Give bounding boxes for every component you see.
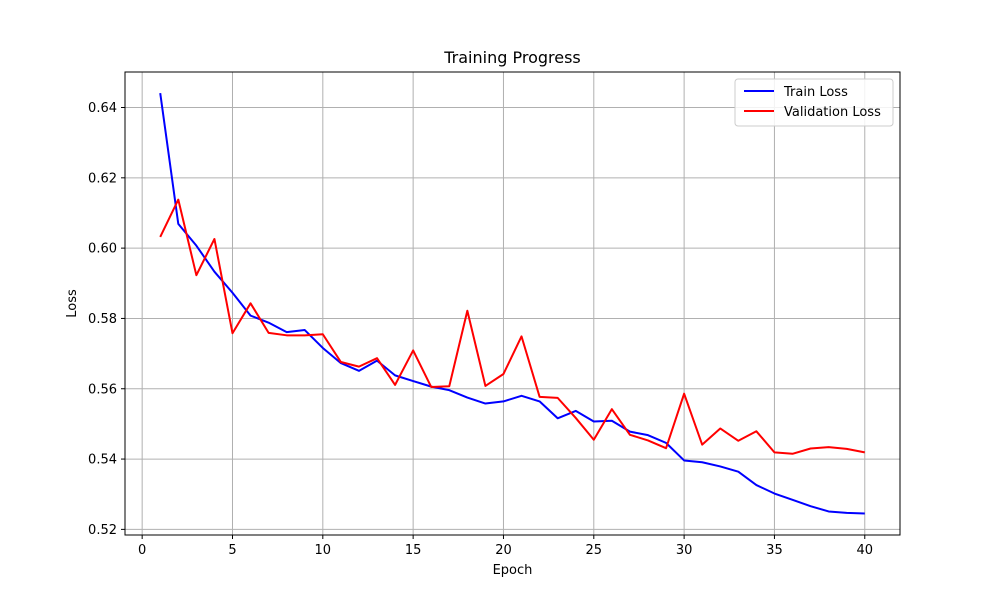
- legend-box: [734, 78, 894, 127]
- legend: Train Loss Validation Loss: [734, 78, 894, 127]
- series-lines: [159, 92, 865, 515]
- y-tick-label: 0.64: [88, 101, 117, 116]
- legend-label-validation: Validation Loss: [784, 105, 881, 120]
- x-tick-label: 10: [315, 543, 332, 558]
- plot-area-frame: [124, 71, 901, 536]
- x-tick-label: 40: [856, 543, 873, 558]
- axis-ticks: 0 5 10 15 20 25 30 35 40 0.52 0.54 0.56 0.58 0.60 0.62…: [88, 101, 873, 558]
- y-tick-label: 0.62: [88, 171, 117, 186]
- y-axis-label: Loss: [65, 289, 80, 318]
- y-tick-label: 0.60: [88, 242, 117, 257]
- x-axis-label: Epoch: [493, 563, 533, 578]
- x-tick-label: 5: [228, 543, 236, 558]
- x-tick-label: 0: [138, 543, 146, 558]
- x-tick-label: 35: [766, 543, 783, 558]
- x-tick-label: 25: [586, 543, 603, 558]
- y-tick-label: 0.54: [88, 453, 117, 468]
- grid: [125, 72, 900, 535]
- series-line-validation-loss: [159, 198, 865, 455]
- legend-label-train: Train Loss: [783, 85, 848, 100]
- x-tick-label: 30: [676, 543, 693, 558]
- y-tick-label: 0.58: [88, 312, 117, 327]
- y-tick-label: 0.52: [88, 523, 117, 538]
- chart-title: Training Progress: [443, 48, 581, 67]
- x-tick-label: 15: [405, 543, 422, 558]
- series-line-train-loss: [159, 92, 865, 515]
- x-tick-label: 20: [495, 543, 512, 558]
- y-tick-label: 0.56: [88, 382, 117, 397]
